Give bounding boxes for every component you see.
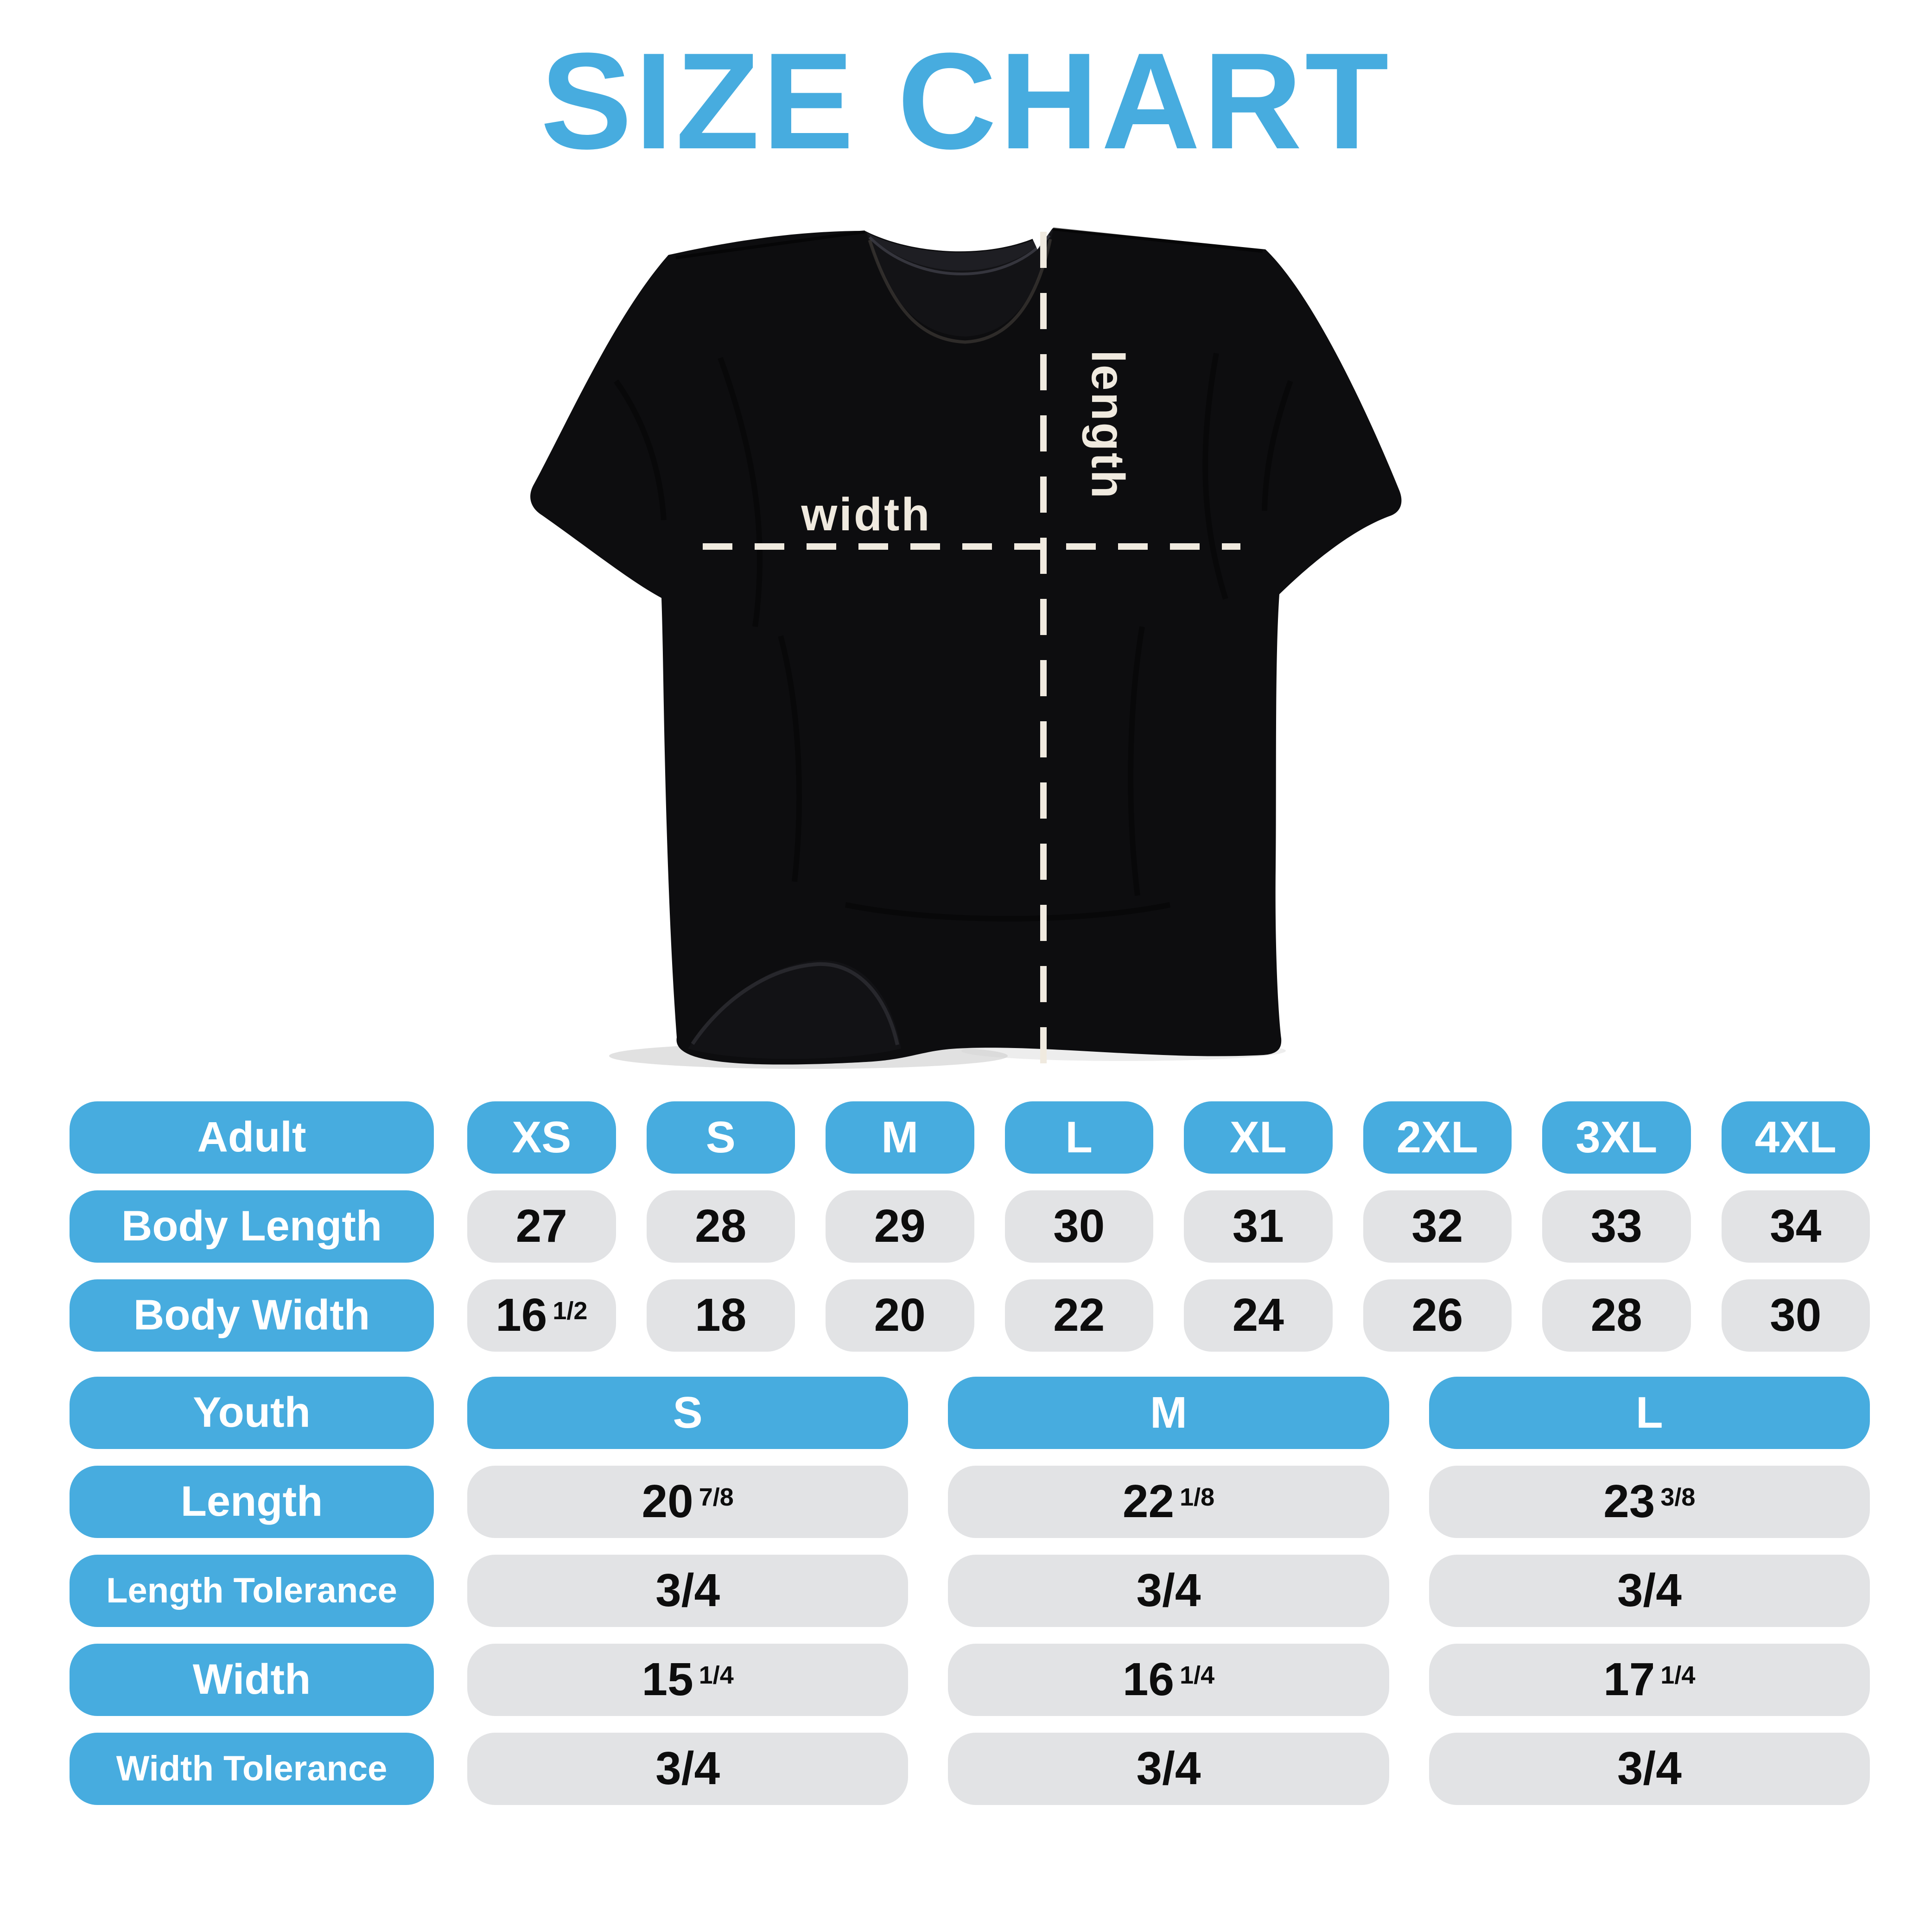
row-label-body-length: Body Length [70,1190,434,1263]
value-cell: 20 7/8 [467,1465,909,1538]
value-cell: 24 [1184,1279,1333,1352]
youth-length-values: 20 7/8 22 1/8 23 3/8 [467,1465,1870,1538]
value-cell: 34 [1721,1190,1870,1263]
adult-size-xs: XS [467,1101,616,1174]
value-cell: 30 [1721,1279,1870,1352]
value-cell: 31 [1184,1190,1333,1263]
neckline-seam [868,239,1052,344]
youth-width-values: 15 1/4 16 1/4 17 1/4 [467,1643,1870,1716]
youth-table-title: Youth [70,1376,434,1449]
youth-length-tolerance-row: Length Tolerance 3/4 3/4 3/4 [70,1554,1870,1627]
value-cell: 3/4 [467,1554,909,1627]
adult-size-2xl: 2XL [1363,1101,1512,1174]
youth-size-s: S [467,1376,909,1449]
youth-width-tolerance-values: 3/4 3/4 3/4 [467,1732,1870,1805]
value-cell: 18 [646,1279,795,1352]
adult-size-xl: XL [1184,1101,1333,1174]
body-length-values: 27 28 29 30 31 32 33 34 [467,1190,1870,1263]
value-cell: 29 [826,1190,974,1263]
youth-length-tolerance-values: 3/4 3/4 3/4 [467,1554,1870,1627]
youth-width-row: Width 15 1/4 16 1/4 17 1/4 [70,1643,1870,1716]
adult-table-title: Adult [70,1101,434,1174]
tshirt-body [530,228,1402,1065]
youth-size-m: M [948,1376,1389,1449]
adult-size-m: M [826,1101,974,1174]
youth-size-l: L [1429,1376,1870,1449]
value-cell: 20 [826,1279,974,1352]
youth-width-tolerance-row: Width Tolerance 3/4 3/4 3/4 [70,1732,1870,1805]
value-cell: 23 3/8 [1429,1465,1870,1538]
value-cell: 28 [1542,1279,1691,1352]
collar-band [866,229,1053,271]
youth-size-headers: S M L [467,1376,1870,1449]
value-cell: 33 [1542,1190,1691,1263]
value-cell: 22 1/8 [948,1465,1389,1538]
hem-fold [688,960,901,1059]
adult-size-s: S [646,1101,795,1174]
adult-body-width-row: Body Width 16 1/2 18 20 22 24 26 28 30 [70,1279,1870,1352]
row-label-length-tolerance: Length Tolerance [70,1554,434,1627]
adult-size-l: L [1004,1101,1153,1174]
adult-header-row: Adult XS S M L XL 2XL 3XL 4XL [70,1101,1870,1174]
hem-fold-seam [691,962,899,1045]
value-cell: 32 [1363,1190,1512,1263]
page-title: SIZE CHART [540,24,1392,178]
value-cell: 26 [1363,1279,1512,1352]
value-cell: 30 [1004,1190,1153,1263]
row-label-body-width: Body Width [70,1279,434,1352]
row-label-width: Width [70,1643,434,1716]
shoulder-seams [675,227,1263,260]
adult-size-3xl: 3XL [1542,1101,1691,1174]
youth-header-row: Youth S M L [70,1376,1870,1449]
adult-size-table: Adult XS S M L XL 2XL 3XL 4XL Body Lengt… [70,1101,1870,1352]
youth-length-row: Length 20 7/8 22 1/8 23 3/8 [70,1465,1870,1538]
tshirt-measurement-diagram: width length [521,219,1411,1081]
value-cell: 3/4 [467,1732,909,1805]
row-label-width-tolerance: Width Tolerance [70,1732,434,1805]
value-cell: 3/4 [1429,1554,1870,1627]
adult-size-4xl: 4XL [1721,1101,1870,1174]
value-cell: 3/4 [948,1554,1389,1627]
youth-size-table: Youth S M L Length 20 7/8 22 1/8 23 3/8 Len… [70,1376,1870,1805]
adult-size-headers: XS S M L XL 2XL 3XL 4XL [467,1101,1870,1174]
value-cell: 3/4 [948,1732,1389,1805]
value-cell: 17 1/4 [1429,1643,1870,1716]
adult-body-length-row: Body Length 27 28 29 30 31 32 33 34 [70,1190,1870,1263]
body-width-values: 16 1/2 18 20 22 24 26 28 30 [467,1279,1870,1352]
collar-band-seam [868,234,1051,275]
fabric-creases [614,352,1293,922]
row-label-length: Length [70,1465,434,1538]
value-cell: 16 1/2 [467,1279,616,1352]
size-tables: Adult XS S M L XL 2XL 3XL 4XL Body Lengt… [70,1101,1870,1805]
length-label: length [1082,350,1134,500]
value-cell: 28 [646,1190,795,1263]
value-cell: 15 1/4 [467,1643,909,1716]
value-cell: 16 1/4 [948,1643,1389,1716]
width-label: width [801,489,931,540]
value-cell: 27 [467,1190,616,1263]
value-cell: 22 [1004,1279,1153,1352]
value-cell: 3/4 [1429,1732,1870,1805]
tshirt-illustration: width length [530,225,1402,1077]
